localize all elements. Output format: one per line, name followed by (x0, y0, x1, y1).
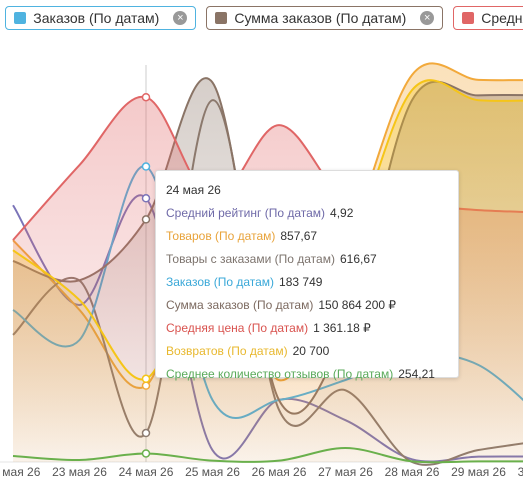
tooltip-series: Средний рейтинг (По датам) (166, 206, 326, 220)
tooltip: 24 мая 26 Средний рейтинг (По датам) 4,92… (155, 170, 459, 381)
legend-swatch (462, 12, 475, 24)
tooltip-value: 150 864 200 ₽ (318, 298, 397, 312)
tooltip-row: Сумма заказов (По датам) 150 864 200 ₽ (166, 294, 448, 317)
x-tick-label: 25 мая 26 (185, 465, 240, 479)
tooltip-row: Товары с заказами (По датам) 616,67 (166, 248, 448, 271)
x-tick-label: 26 мая 26 (252, 465, 307, 479)
legend: Средний рейтинг (По датам)×Товаров (По д… (5, 6, 523, 32)
legend-row: Средний рейтинг (По датам)×Товаров (По д… (5, 6, 523, 30)
legend-item[interactable]: Средняя цена (По датам)× (453, 6, 523, 30)
legend-remove[interactable]: × (173, 11, 188, 25)
x-tick-label: 29 мая 26 (451, 465, 506, 479)
tooltip-series: Средняя цена (По датам) (166, 321, 309, 335)
tooltip-value: 857,67 (280, 229, 318, 243)
x-tick-label: 22 мая 26 (0, 465, 41, 479)
x-tick-label: 23 мая 26 (52, 465, 107, 479)
tooltip-row: Заказов (По датам) 183 749 (166, 271, 448, 294)
x-tick-label: 28 мая 26 (385, 465, 440, 479)
legend-remove[interactable]: × (420, 11, 435, 25)
point-marker (141, 215, 151, 224)
tooltip-series: Товаров (По датам) (166, 229, 276, 243)
legend-label: Заказов (По датам) (33, 10, 160, 26)
tooltip-value: 1 361.18 ₽ (313, 321, 371, 335)
line (12, 446, 523, 464)
tooltip-series: Среднее количество отзывов (По датам) (166, 367, 394, 381)
legend-label: Сумма заказов (По датам) (234, 10, 407, 26)
point-marker (141, 92, 151, 102)
legend-label: Средняя цена (По датам) (481, 10, 523, 26)
tooltip-series: Товары с заказами (По датам) (166, 252, 335, 266)
tooltip-value: 4,92 (330, 206, 354, 220)
tooltip-row: Среднее количество отзывов (По датам) 254… (166, 363, 448, 386)
tooltip-value: 20 700 (292, 344, 330, 358)
tooltip-row: Возвратов (По датам) 20 700 (166, 340, 448, 363)
tooltip-series: Заказов (По датам) (166, 275, 275, 289)
point-marker (141, 194, 151, 203)
tooltip-row: Средний рейтинг (По датам) 4,92 (166, 202, 448, 225)
tooltip-row: Средняя цена (По датам) 1 361.18 ₽ (166, 317, 448, 340)
point-marker (141, 449, 151, 458)
tooltip-value: 254,21 (398, 367, 435, 381)
tooltip-row: Товаров (По датам) 857,67 (166, 225, 448, 248)
legend-swatch (14, 12, 27, 24)
tooltip-series: Сумма заказов (По датам) (166, 298, 314, 312)
point-marker (141, 428, 151, 438)
x-tick-label: 27 мая 26 (318, 465, 373, 479)
legend-item[interactable]: Сумма заказов (По датам) × (206, 6, 444, 30)
x-tick-label: 30 мая 26 (518, 465, 523, 479)
tooltip-series: Возвратов (По датам) (166, 344, 288, 358)
point-marker (141, 381, 151, 390)
tooltip-value: 616,67 (339, 252, 377, 266)
x-tick-label: 24 мая 26 (119, 465, 174, 479)
point-marker (141, 162, 151, 171)
tooltip-value: 183 749 (279, 275, 323, 289)
legend-item[interactable]: Заказов (По датам) × (5, 6, 197, 30)
legend-swatch (215, 12, 228, 24)
point-marker (141, 374, 151, 384)
tooltip-date: 24 мая 26 (166, 183, 221, 197)
